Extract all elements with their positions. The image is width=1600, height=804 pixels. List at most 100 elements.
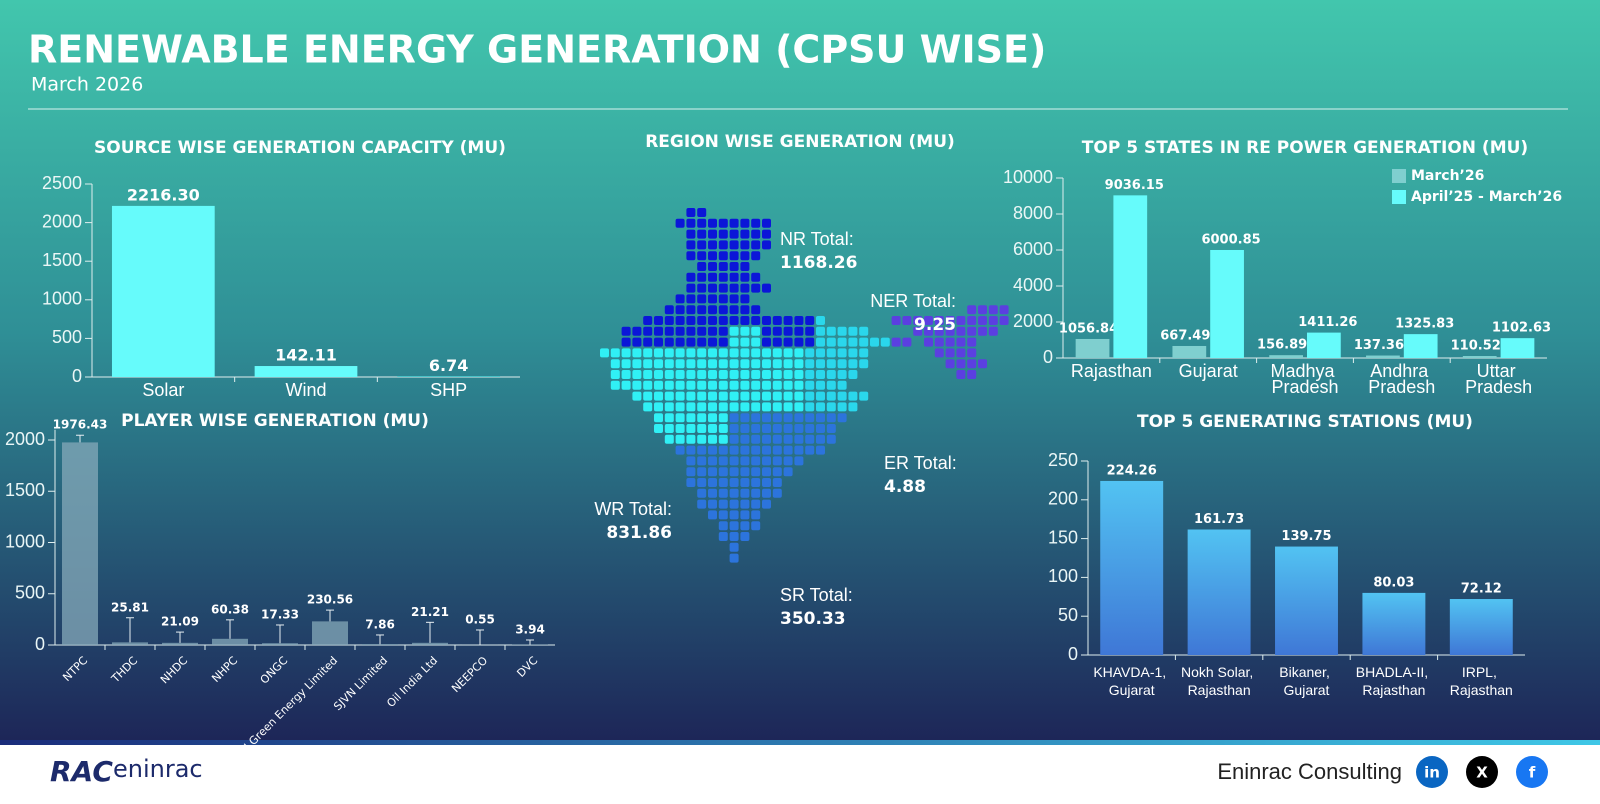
social-icon-label[interactable]: X bbox=[1476, 764, 1488, 782]
map-dot bbox=[719, 467, 728, 476]
map-dot bbox=[654, 402, 663, 411]
social-icon-label[interactable]: in bbox=[1424, 764, 1440, 782]
value-label: 230.56 bbox=[307, 593, 353, 607]
value-label: 139.75 bbox=[1281, 529, 1331, 544]
map-dot bbox=[719, 240, 728, 249]
map-dot bbox=[816, 424, 825, 433]
map-dot bbox=[708, 392, 717, 401]
map-dot bbox=[805, 381, 814, 390]
map-dot bbox=[838, 327, 847, 336]
map-dot bbox=[784, 370, 793, 379]
map-dot bbox=[686, 338, 695, 347]
map-dot bbox=[643, 370, 652, 379]
map-dot bbox=[730, 402, 739, 411]
map-dot bbox=[643, 359, 652, 368]
map-dot bbox=[989, 305, 998, 314]
map-dot bbox=[784, 435, 793, 444]
map-dot bbox=[967, 327, 976, 336]
value-label: 80.03 bbox=[1373, 575, 1414, 590]
map-dot bbox=[740, 402, 749, 411]
map-dot bbox=[762, 467, 771, 476]
map-dot bbox=[697, 359, 706, 368]
map-dot bbox=[978, 316, 987, 325]
map-dot bbox=[762, 402, 771, 411]
map-dot bbox=[740, 294, 749, 303]
map-dot bbox=[827, 327, 836, 336]
map-dot bbox=[697, 316, 706, 325]
map-dot bbox=[665, 305, 674, 314]
map-dot bbox=[902, 338, 911, 347]
bar bbox=[255, 366, 358, 377]
bar bbox=[1188, 529, 1251, 655]
map-dot bbox=[708, 370, 717, 379]
map-dot bbox=[794, 456, 803, 465]
map-dot bbox=[740, 446, 749, 455]
map-dot bbox=[697, 456, 706, 465]
bar bbox=[1113, 195, 1147, 358]
map-dot bbox=[838, 348, 847, 357]
map-dot bbox=[740, 435, 749, 444]
value-label: 1411.26 bbox=[1298, 315, 1357, 330]
map-dot bbox=[751, 359, 760, 368]
map-dot bbox=[676, 219, 685, 228]
x-tick-label: Gujarat bbox=[1179, 361, 1238, 381]
value-label: 1102.63 bbox=[1492, 321, 1551, 336]
map-dot bbox=[643, 327, 652, 336]
map-dot bbox=[719, 370, 728, 379]
map-dot bbox=[794, 435, 803, 444]
map-dot bbox=[632, 370, 641, 379]
map-dot bbox=[686, 370, 695, 379]
bar bbox=[312, 621, 348, 645]
map-dot bbox=[751, 284, 760, 293]
map-dot bbox=[762, 348, 771, 357]
map-dot bbox=[676, 446, 685, 455]
map-dot bbox=[686, 381, 695, 390]
map-dot bbox=[730, 467, 739, 476]
map-dot bbox=[859, 348, 868, 357]
map-dot bbox=[611, 359, 620, 368]
map-dot bbox=[708, 262, 717, 271]
map-dot bbox=[676, 348, 685, 357]
map-dot bbox=[773, 413, 782, 422]
value-label: 156.89 bbox=[1257, 338, 1307, 353]
map-dot bbox=[719, 316, 728, 325]
map-dot bbox=[740, 273, 749, 282]
map-dot bbox=[654, 359, 663, 368]
map-dot bbox=[870, 338, 879, 347]
map-dot bbox=[611, 348, 620, 357]
value-label: 6000.85 bbox=[1201, 232, 1260, 247]
map-dot bbox=[730, 521, 739, 530]
map-dot bbox=[816, 435, 825, 444]
map-dot bbox=[740, 467, 749, 476]
map-dot bbox=[654, 348, 663, 357]
value-label: 224.26 bbox=[1107, 463, 1157, 478]
map-dot bbox=[751, 316, 760, 325]
map-dot bbox=[719, 402, 728, 411]
map-dot bbox=[697, 402, 706, 411]
social-icon-label[interactable]: f bbox=[1529, 764, 1536, 782]
map-dot bbox=[686, 208, 695, 217]
map-dot bbox=[622, 381, 631, 390]
map-dot bbox=[686, 467, 695, 476]
y-tick-label: 4000 bbox=[1013, 275, 1053, 295]
map-dot bbox=[816, 446, 825, 455]
map-dot bbox=[794, 348, 803, 357]
map-dot bbox=[751, 392, 760, 401]
map-dot bbox=[784, 381, 793, 390]
map-dot bbox=[967, 305, 976, 314]
map-dot bbox=[697, 294, 706, 303]
map-dot bbox=[784, 327, 793, 336]
bar bbox=[1269, 355, 1303, 358]
map-dot bbox=[784, 359, 793, 368]
map-dot bbox=[730, 554, 739, 563]
bar bbox=[412, 643, 448, 645]
map-dot bbox=[697, 240, 706, 249]
map-dot bbox=[816, 392, 825, 401]
y-tick-label: 0 bbox=[1043, 347, 1053, 367]
company-name: Eninrac Consulting bbox=[1217, 759, 1402, 784]
map-dot bbox=[805, 413, 814, 422]
map-dot bbox=[632, 348, 641, 357]
map-dot bbox=[676, 305, 685, 314]
map-dot bbox=[740, 456, 749, 465]
map-dot bbox=[665, 338, 674, 347]
